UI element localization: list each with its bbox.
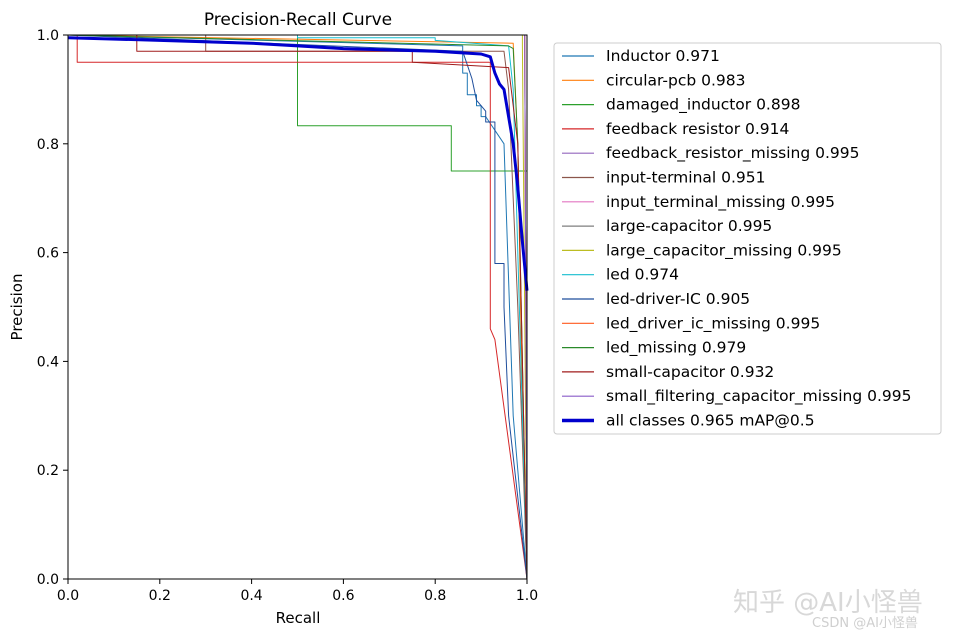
y-tick-label: 0.0 xyxy=(37,572,59,588)
x-tick-label: 0.4 xyxy=(240,588,262,604)
y-tick-label: 0.4 xyxy=(37,354,59,370)
y-axis-label: Precision xyxy=(8,274,26,341)
x-axis-label: Recall xyxy=(276,609,321,627)
x-tick-label: 0.6 xyxy=(332,588,354,604)
legend: Inductor 0.971 circular-pcb 0.983 damaged_… xyxy=(553,42,942,435)
x-tick-label: 0.8 xyxy=(424,588,446,604)
plot-area xyxy=(67,34,529,580)
x-tick-label: 1.0 xyxy=(516,588,538,604)
legend-label: damaged_inductor 0.898 xyxy=(606,96,800,115)
y-tick-label: 0.2 xyxy=(37,463,59,479)
plot-frame xyxy=(67,34,528,580)
series-line-damaged-inductor xyxy=(68,34,528,579)
watermark-csdn: CSDN @AI小怪兽 xyxy=(812,616,918,631)
y-axis-ticks: 0.0 0.2 0.4 0.6 0.8 1.0 xyxy=(37,28,68,588)
legend-label: large-capacitor 0.995 xyxy=(606,217,772,235)
legend-label: led 0.974 xyxy=(606,266,679,284)
series-line-led xyxy=(68,34,528,580)
x-tick-label: 0.2 xyxy=(149,588,171,604)
y-tick-label: 0.6 xyxy=(37,246,59,262)
legend-label: feedback resistor 0.914 xyxy=(606,120,789,138)
x-tick-label: 0.0 xyxy=(57,588,79,604)
watermark-zhihu: 知乎 @AI小怪兽 xyxy=(733,588,923,618)
legend-label: small-capacitor 0.932 xyxy=(606,363,774,381)
series-line-all-classes xyxy=(67,36,529,291)
legend-label: led_missing 0.979 xyxy=(606,339,746,358)
chart-title: Precision-Recall Curve xyxy=(204,10,392,30)
legend-label: small_filtering_capacitor_missing 0.995 xyxy=(606,387,912,406)
series-line-inductor xyxy=(67,34,528,580)
legend-frame xyxy=(553,42,942,435)
y-tick-label: 0.8 xyxy=(37,137,59,153)
legend-label: input-terminal 0.951 xyxy=(606,169,766,187)
legend-label: circular-pcb 0.983 xyxy=(606,71,746,89)
legend-label: led-driver-IC 0.905 xyxy=(606,290,750,308)
legend-label: feedback_resistor_missing 0.995 xyxy=(606,144,860,163)
legend-label: input_terminal_missing 0.995 xyxy=(606,193,835,212)
series-line-small-capacitor xyxy=(68,34,528,580)
x-axis-ticks: 0.0 0.2 0.4 0.6 0.8 1.0 xyxy=(57,579,538,604)
legend-label: all classes 0.965 mAP@0.5 xyxy=(606,412,815,430)
legend-label: Inductor 0.971 xyxy=(606,47,720,65)
legend-label: led_driver_ic_missing 0.995 xyxy=(606,314,820,333)
series-line-led-driver-ic xyxy=(67,34,528,580)
legend-label: large_capacitor_missing 0.995 xyxy=(606,241,842,260)
y-tick-label: 1.0 xyxy=(37,28,59,44)
